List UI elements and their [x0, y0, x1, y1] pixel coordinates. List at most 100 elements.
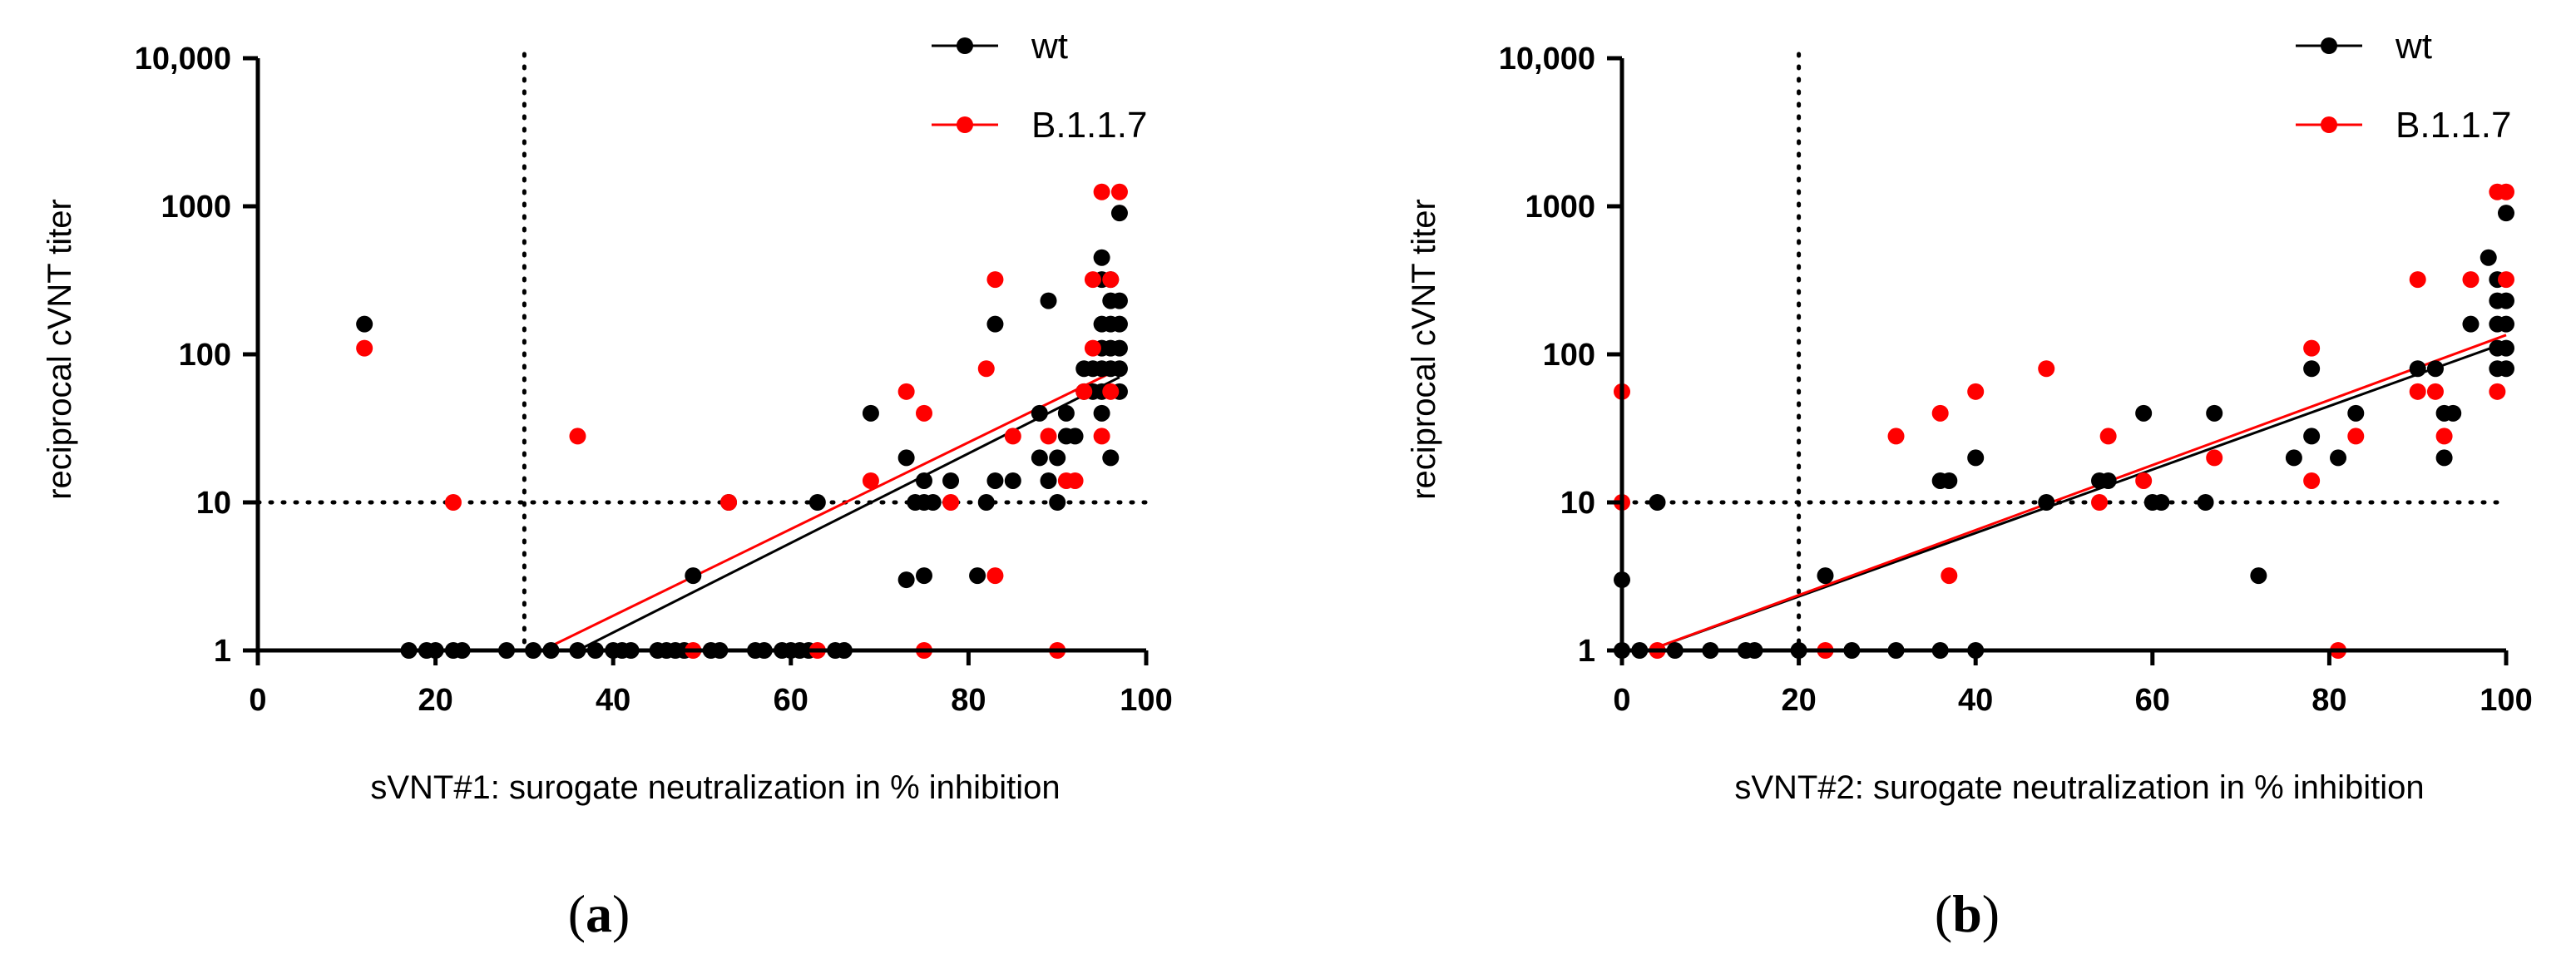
data-point-wt	[2435, 449, 2453, 467]
data-point-wt	[2498, 360, 2514, 378]
data-point-b117	[1941, 567, 1958, 585]
data-point-wt	[1110, 360, 1128, 378]
y-axis-ticks: 1 10 100 1000 10,000	[135, 42, 258, 669]
data-point-wt	[1031, 449, 1048, 467]
chart-panel-a: 0 20 40 60 80 100 1 10 100 1000 10,000 sVNT#1: su…	[42, 26, 1173, 943]
legend-marker-wt	[2321, 37, 2337, 54]
data-point-b117	[1887, 428, 1905, 445]
panel-label-close: )	[1982, 884, 2000, 943]
chart-panel-b: 0 20 40 60 80 100 1 10 100 1000 10,000 sVNT#2: su…	[1406, 26, 2533, 943]
axes	[255, 58, 1146, 653]
y-tick-label: 10	[196, 486, 231, 521]
data-point-b117	[862, 472, 879, 489]
x-tick-label: 20	[418, 683, 452, 718]
y-tick-label: 100	[179, 338, 231, 373]
data-point-b117	[1102, 383, 1120, 400]
data-point-wt	[1040, 472, 1057, 489]
panel-label-open: (	[568, 884, 586, 943]
data-point-b117	[2409, 383, 2426, 400]
data-point-wt	[2409, 360, 2426, 378]
data-point-wt	[1004, 472, 1021, 489]
data-point-wt	[1649, 494, 1666, 511]
data-point-wt	[2285, 449, 2302, 467]
panel-label-letter: a	[586, 884, 612, 943]
x-axis-ticks: 0 20 40 60 80 100	[1613, 650, 2533, 718]
y-tick-label: 10,000	[135, 42, 231, 77]
x-axis-label: sVNT#1: surogate neutralization in % inh…	[370, 769, 1060, 806]
y-tick-label: 1000	[1525, 190, 1595, 225]
data-point-wt	[916, 567, 932, 585]
data-point-b117	[1093, 183, 1110, 200]
data-point-wt	[2445, 404, 2462, 422]
data-point-wt	[897, 449, 915, 467]
data-point-wt	[924, 494, 942, 511]
data-point-wt	[1110, 315, 1128, 333]
data-point-b117	[2303, 472, 2321, 489]
data-point-b117	[1102, 271, 1120, 289]
data-point-wt	[2303, 360, 2321, 378]
fit-lines	[541, 367, 1120, 652]
data-point-wt	[2498, 315, 2514, 333]
data-point-wt	[1057, 404, 1075, 422]
data-point-b117	[1040, 428, 1057, 445]
data-point-b117	[2489, 383, 2506, 400]
data-point-b117	[569, 428, 586, 445]
data-point-b117	[1093, 428, 1110, 445]
data-point-wt	[1967, 449, 1985, 467]
data-point-wt	[1040, 292, 1057, 309]
y-tick-label: 1	[1578, 634, 1595, 669]
data-point-b117	[986, 567, 1004, 585]
data-point-b117	[720, 494, 738, 511]
data-point-wt	[2153, 494, 2170, 511]
data-point-wt	[685, 567, 702, 585]
data-point-wt	[2197, 494, 2214, 511]
data-point-wt	[1066, 428, 1084, 445]
data-point-b117	[2435, 428, 2453, 445]
data-point-wt	[1049, 494, 1066, 511]
data-point-b117	[1110, 183, 1128, 200]
data-point-wt	[1110, 339, 1128, 357]
panel-label-b: (b)	[1935, 884, 2000, 943]
y-tick-label: 100	[1543, 338, 1595, 373]
data-point-b117	[2303, 339, 2321, 357]
x-tick-label: 100	[1120, 683, 1172, 718]
data-point-wt	[2206, 404, 2223, 422]
data-point-b117	[1075, 383, 1093, 400]
x-tick-label: 60	[2135, 683, 2170, 718]
data-point-b117	[2206, 449, 2223, 467]
data-point-wt	[1817, 567, 1834, 585]
legend-marker-b117	[957, 116, 973, 133]
y-tick-label: 1000	[161, 190, 231, 225]
fit-line-b117	[1648, 334, 2507, 652]
legend-label-wt: wt	[1031, 26, 1068, 67]
x-tick-label: 20	[1781, 683, 1816, 718]
legend-label-b117: B.1.1.7	[1031, 105, 1147, 146]
data-point-wt	[2099, 472, 2117, 489]
panel-label-a: (a)	[568, 884, 630, 943]
axes	[1619, 58, 2506, 653]
data-point-b117	[356, 339, 373, 357]
legend: wt B.1.1.7	[2296, 26, 2511, 146]
fit-line-wt	[576, 376, 1120, 652]
data-point-b117	[2347, 428, 2365, 445]
data-point-b117	[1066, 472, 1084, 489]
data-point-b117	[897, 383, 915, 400]
y-axis-label: reciprocal cVNT titer	[42, 199, 78, 500]
data-point-b117	[2038, 360, 2055, 378]
data-point-wt	[2426, 360, 2444, 378]
y-tick-label: 1	[214, 634, 231, 669]
x-axis-label: sVNT#2: surogate neutralization in % inh…	[1734, 769, 2424, 806]
x-tick-label: 100	[2480, 683, 2532, 718]
legend-label-b117: B.1.1.7	[2396, 105, 2511, 146]
data-point-wt	[862, 404, 879, 422]
data-point-wt	[2347, 404, 2365, 422]
threshold-lines	[1619, 52, 2509, 653]
data-point-b117	[2099, 428, 2117, 445]
data-point-wt	[2498, 339, 2514, 357]
data-point-wt	[2462, 315, 2480, 333]
legend-marker-wt	[957, 37, 973, 54]
data-point-b117	[2135, 472, 2153, 489]
data-point-wt	[897, 571, 915, 589]
panel-label-close: )	[612, 884, 630, 943]
